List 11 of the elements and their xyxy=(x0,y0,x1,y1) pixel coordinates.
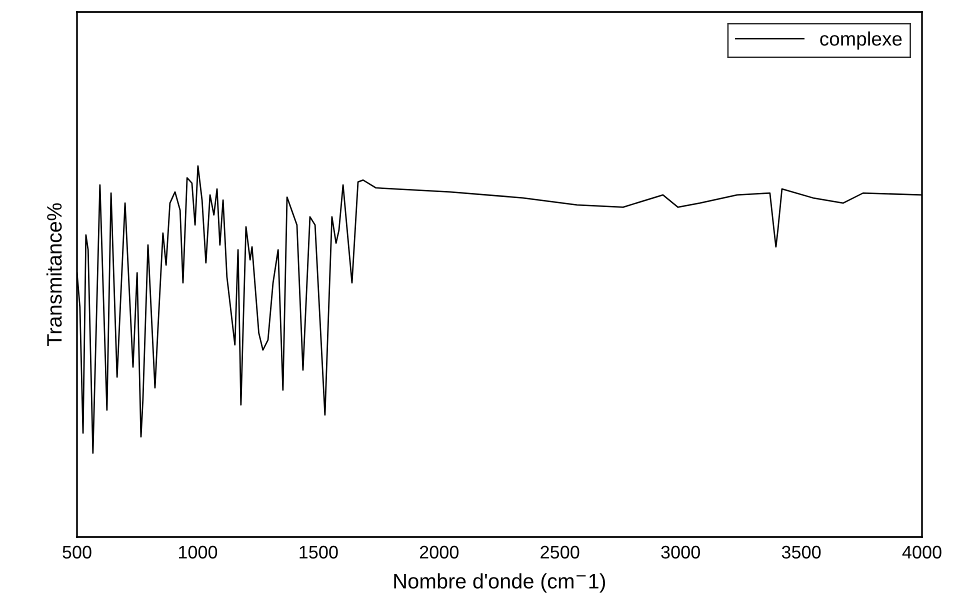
x-tick-label: 500 xyxy=(62,546,92,559)
x-tick-label: 1000 xyxy=(179,546,218,559)
x-tick-label: 3500 xyxy=(782,546,821,559)
x-tick-label: 1500 xyxy=(300,546,338,559)
x-tick-label: 2000 xyxy=(420,546,459,559)
x-axis-title: Nombre d'onde (cm$^{−}$1) xyxy=(394,573,606,593)
x-tick-label: 4000 xyxy=(902,546,942,559)
x-tick-label: 2500 xyxy=(540,546,580,559)
y-axis-title: Transmitance% xyxy=(46,203,62,346)
x-tick-label: 3000 xyxy=(661,546,700,559)
legend-label: complexe xyxy=(820,31,902,50)
